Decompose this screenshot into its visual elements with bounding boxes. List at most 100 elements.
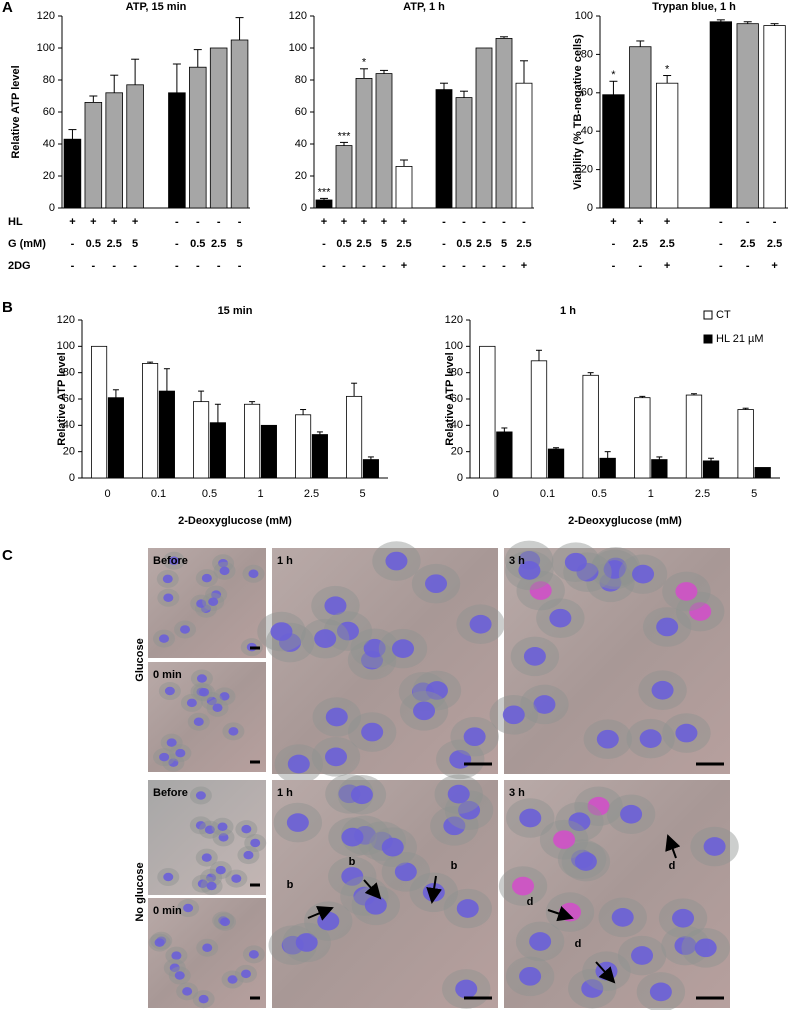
chart-title: ATP, 1 h bbox=[403, 1, 445, 13]
nucleus bbox=[196, 674, 207, 683]
x-tick-label: 2.5 bbox=[695, 488, 710, 500]
condition-value: + bbox=[381, 216, 387, 228]
microscopy: Before 0 min 1 h 3 h Before 0 min 1 h 3 h bbox=[148, 540, 739, 1010]
condition-value: + bbox=[132, 216, 138, 228]
arrow bbox=[363, 879, 382, 900]
error-bar bbox=[535, 349, 542, 361]
error-bar bbox=[316, 431, 323, 435]
bar bbox=[142, 363, 159, 479]
panel-label: B bbox=[2, 299, 13, 316]
cell-annotation: b bbox=[287, 879, 294, 891]
nucleus bbox=[672, 908, 695, 928]
nucleus bbox=[241, 824, 252, 834]
nucleus bbox=[183, 903, 194, 913]
condition-value: - bbox=[462, 216, 466, 228]
significance-label: * bbox=[362, 57, 367, 69]
bar bbox=[209, 47, 228, 209]
y-tick-label: 40 bbox=[63, 419, 75, 431]
condition-value: - bbox=[71, 260, 75, 272]
nucleus bbox=[675, 723, 698, 743]
significance-label: *** bbox=[338, 130, 352, 142]
condition-value: - bbox=[719, 238, 723, 250]
nucleus bbox=[195, 821, 206, 830]
nucleus bbox=[164, 686, 175, 696]
legend-swatch bbox=[703, 310, 713, 320]
bar bbox=[158, 390, 175, 479]
nucleus bbox=[689, 602, 712, 621]
nucleus bbox=[317, 911, 340, 931]
bar bbox=[479, 345, 496, 479]
nucleus bbox=[549, 608, 572, 628]
nucleus bbox=[220, 917, 231, 927]
condition-value: - bbox=[175, 260, 179, 272]
error-bar bbox=[198, 390, 205, 402]
condition-value: - bbox=[746, 216, 750, 228]
bar bbox=[656, 82, 679, 209]
nucleus bbox=[456, 899, 479, 918]
error-bar bbox=[340, 141, 348, 146]
condition-value: - bbox=[133, 260, 137, 272]
condition-value: 2.5 bbox=[476, 238, 491, 250]
bar bbox=[355, 78, 373, 209]
condition-value: - bbox=[442, 260, 446, 272]
nucleus bbox=[392, 639, 415, 658]
arrow bbox=[547, 905, 574, 922]
bar bbox=[515, 82, 533, 209]
nucleus bbox=[559, 902, 582, 922]
bar bbox=[634, 397, 651, 479]
nucleus bbox=[241, 969, 252, 979]
bar bbox=[91, 345, 108, 479]
panel-time-label: 3 h bbox=[509, 787, 525, 799]
nucleus bbox=[443, 816, 466, 836]
condition-value: + bbox=[610, 216, 616, 228]
nucleus bbox=[206, 881, 217, 891]
error-bar bbox=[636, 40, 645, 47]
cell-annotation: b bbox=[349, 856, 356, 868]
nucleus bbox=[295, 933, 318, 952]
condition-value: - bbox=[522, 216, 526, 228]
nucleus bbox=[154, 938, 165, 947]
condition-value: + bbox=[664, 216, 670, 228]
error-bar bbox=[320, 197, 328, 200]
condition-value: - bbox=[462, 260, 466, 272]
condition-name: G (mM) bbox=[8, 238, 46, 250]
condition-value: - bbox=[502, 260, 506, 272]
nucleus bbox=[325, 707, 348, 727]
condition-value: 2.5 bbox=[211, 238, 226, 250]
nucleus bbox=[169, 963, 180, 973]
error-bar bbox=[770, 23, 779, 26]
panel-time-label: 1 h bbox=[277, 787, 293, 799]
error-bar bbox=[110, 74, 119, 93]
nucleus bbox=[512, 876, 535, 896]
y-tick-label: 120 bbox=[289, 10, 307, 22]
condition-value: - bbox=[196, 216, 200, 228]
significance-label: * bbox=[665, 63, 670, 75]
error-bar bbox=[708, 457, 715, 461]
nucleus bbox=[197, 879, 208, 888]
condition-value: - bbox=[638, 260, 642, 272]
nucleus bbox=[201, 853, 212, 862]
panel-time-label: 3 h bbox=[509, 555, 525, 567]
condition-value: 5 bbox=[132, 238, 138, 250]
condition-value: + bbox=[521, 260, 527, 272]
x-axis-label: 2-Deoxyglucose (mM) bbox=[568, 515, 682, 527]
bar bbox=[455, 97, 473, 209]
nucleus bbox=[196, 599, 207, 608]
nucleus bbox=[703, 837, 726, 856]
nucleus bbox=[581, 979, 604, 998]
arrow bbox=[665, 834, 681, 859]
nucleus bbox=[336, 621, 359, 641]
panel-time-label: 0 min bbox=[153, 905, 182, 917]
bar bbox=[763, 25, 786, 209]
y-axis-label: Relative ATP level bbox=[444, 352, 456, 445]
nucleus bbox=[219, 692, 230, 701]
nucleus bbox=[639, 729, 662, 748]
nucleus bbox=[211, 590, 222, 599]
nucleus bbox=[250, 838, 261, 848]
condition-value: 2.5 bbox=[767, 238, 782, 250]
y-tick-label: 60 bbox=[451, 393, 463, 405]
bar bbox=[475, 47, 493, 209]
nucleus bbox=[632, 564, 655, 584]
condition-value: + bbox=[111, 216, 117, 228]
condition-value: - bbox=[482, 260, 486, 272]
